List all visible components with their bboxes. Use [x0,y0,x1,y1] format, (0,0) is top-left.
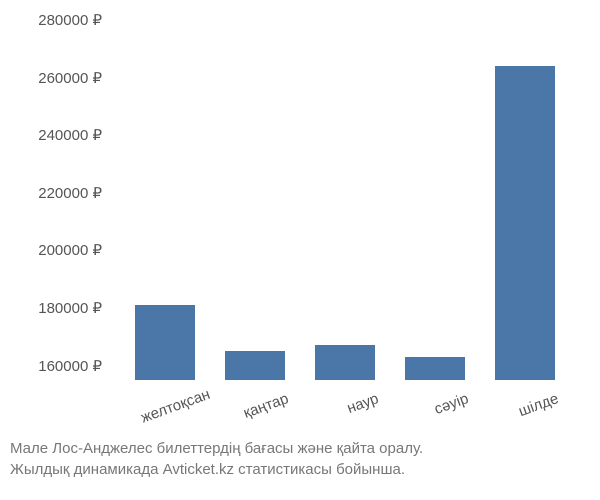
x-labels-group: желтоқсан қаңтар наур сәуір шілде [110,380,580,440]
y-tick-label: 240000 ₽ [38,126,102,144]
bar-mar [315,345,375,380]
bar-apr [405,357,465,380]
bar-jul [495,66,555,380]
plot-area [110,20,580,380]
bar-jan [225,351,285,380]
bars-group [110,20,580,380]
y-tick-label: 260000 ₽ [38,69,102,87]
y-axis: 280000 ₽ 260000 ₽ 240000 ₽ 220000 ₽ 2000… [0,20,110,380]
bar-dec [135,305,195,380]
caption-line-1: Мале Лос-Анджелес билеттердің бағасы жән… [10,438,423,459]
y-tick-label: 180000 ₽ [38,299,102,317]
x-tick-label: шілде [499,390,576,467]
y-tick-label: 280000 ₽ [38,11,102,29]
price-chart: 280000 ₽ 260000 ₽ 240000 ₽ 220000 ₽ 2000… [0,0,600,500]
chart-caption: Мале Лос-Анджелес билеттердің бағасы жән… [10,438,423,480]
y-tick-label: 220000 ₽ [38,184,102,202]
x-axis: желтоқсан қаңтар наур сәуір шілде [110,380,580,440]
y-tick-label: 200000 ₽ [38,241,102,259]
caption-line-2: Жылдық динамикада Avticket.kz статистика… [10,459,423,480]
y-tick-label: 160000 ₽ [38,357,102,375]
